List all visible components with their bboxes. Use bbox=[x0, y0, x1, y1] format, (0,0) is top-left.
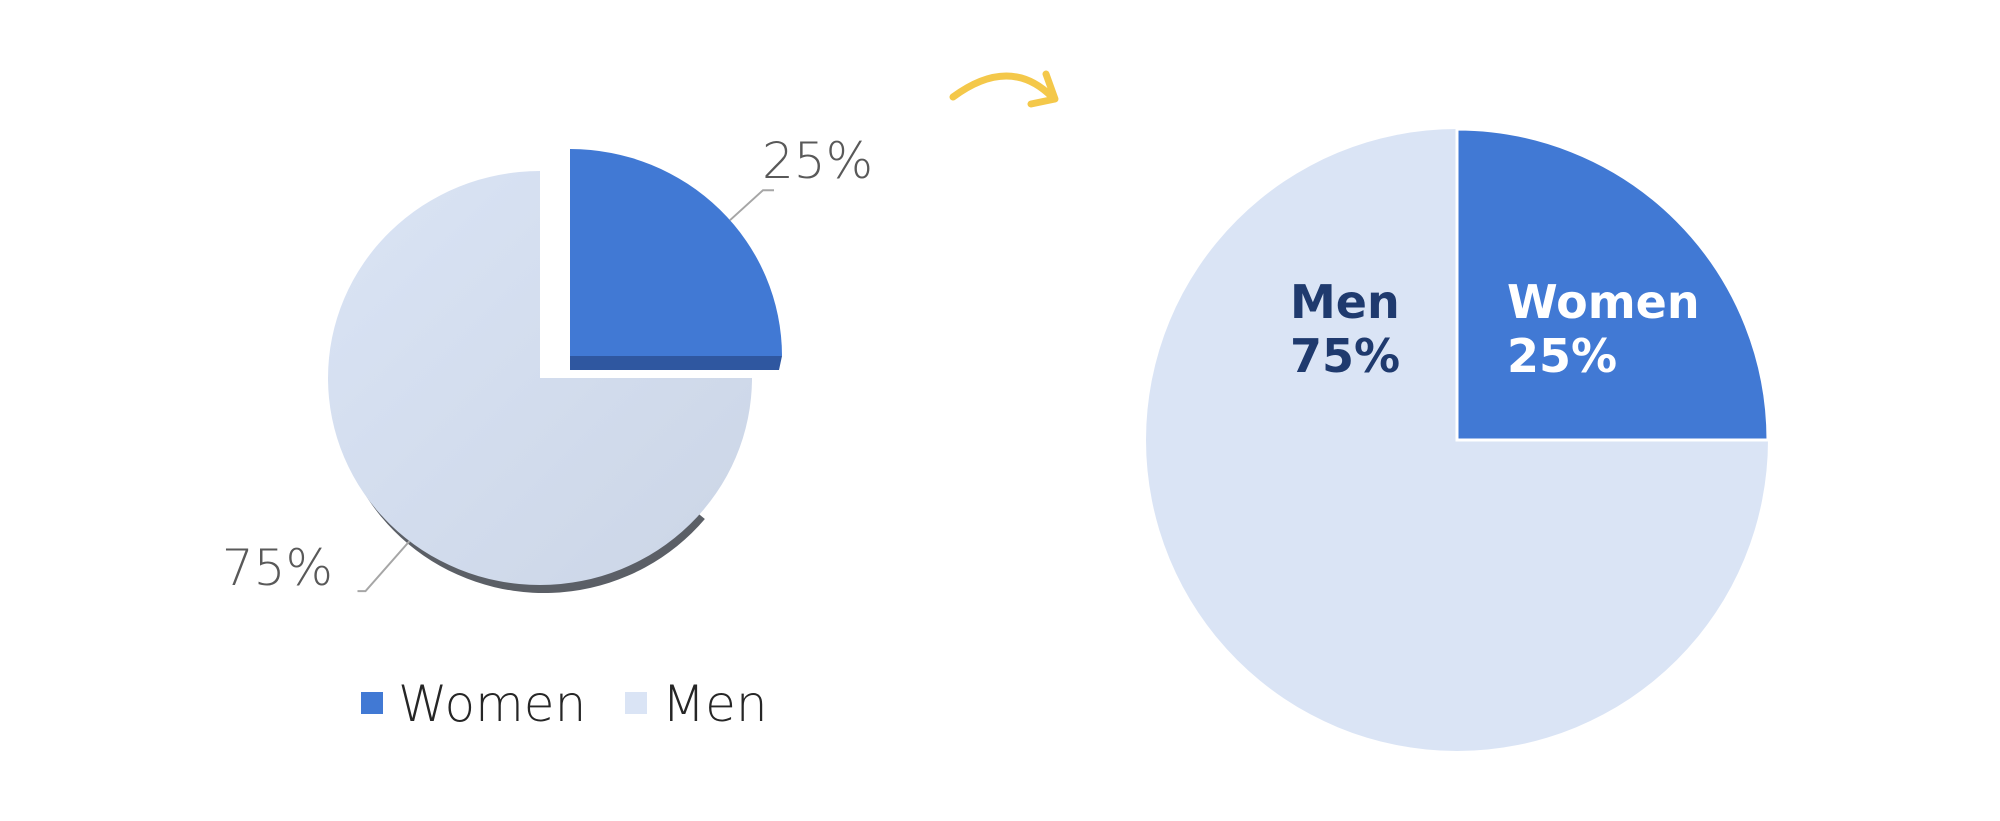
women-inner-value: 25% bbox=[1507, 329, 1617, 383]
women-slice bbox=[1455, 127, 1770, 442]
men-leader-line bbox=[357, 540, 411, 593]
legend-label-women: Women bbox=[398, 675, 586, 733]
legend-swatch-women bbox=[361, 692, 383, 714]
legend: Women Men bbox=[361, 675, 768, 733]
women-inner-name: Women bbox=[1507, 275, 1700, 329]
women-slice bbox=[570, 149, 782, 356]
left-pie-chart: 25% 75% bbox=[222, 132, 873, 597]
men-inner-name: Men bbox=[1290, 275, 1400, 329]
right-pie-chart: Men 75% Women 25% bbox=[1146, 127, 1770, 751]
transition-arrow-icon bbox=[949, 70, 1059, 108]
men-data-label: 75% bbox=[222, 539, 333, 597]
legend-swatch-men bbox=[625, 692, 647, 714]
men-slice bbox=[328, 171, 752, 585]
legend-label-men: Men bbox=[662, 675, 768, 733]
women-leader-line bbox=[729, 189, 774, 221]
women-data-label: 25% bbox=[762, 132, 873, 190]
women-slice-edge bbox=[570, 356, 782, 370]
men-inner-value: 75% bbox=[1290, 329, 1400, 383]
